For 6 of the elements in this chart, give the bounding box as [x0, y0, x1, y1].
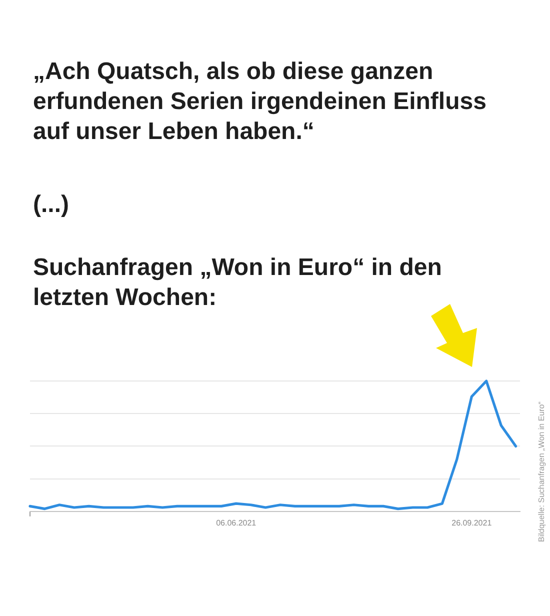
x-tick-label: 26.09.2021 [452, 518, 492, 528]
text: (...) [33, 190, 70, 220]
text: „Ach Quatsch, als ob diese ganzen erfundenen Serien irgendeinen Einfluss auf unser Leben haben.“ [33, 57, 488, 147]
text: Bildquelle: Suchanfragen „Won in Euro“ [537, 402, 547, 542]
chart-title: Suchanfragen „Won in Euro“ in den letzten Wochen: [33, 253, 443, 313]
x-tick-label: 06.06.2021 [216, 518, 257, 528]
